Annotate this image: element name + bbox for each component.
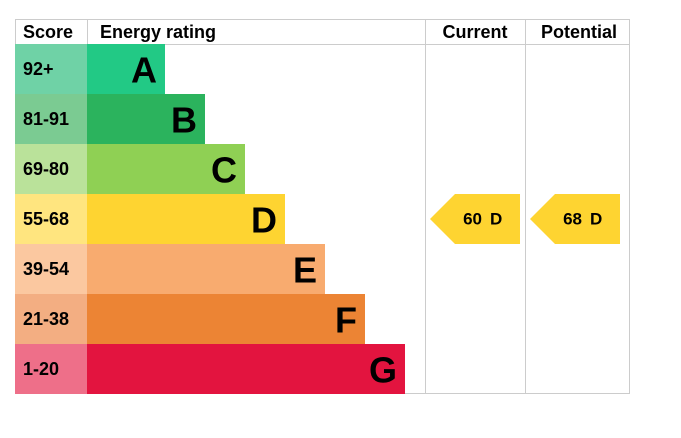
- rating-bar: [87, 344, 405, 394]
- rating-letter: C: [211, 150, 237, 191]
- rating-bar: [87, 194, 285, 244]
- current-arrow: [430, 194, 520, 244]
- score-cell: [15, 194, 87, 244]
- header-energy-rating: Energy rating: [100, 22, 216, 42]
- score-range: 81-91: [23, 109, 69, 129]
- rating-letter: F: [335, 300, 357, 341]
- score-cell: [15, 344, 87, 394]
- header-current: Current: [442, 22, 507, 42]
- rating-bar: [87, 44, 165, 94]
- current-score: 60: [463, 210, 482, 229]
- header-potential: Potential: [541, 22, 617, 42]
- score-cell: [15, 94, 87, 144]
- rating-bar: [87, 294, 365, 344]
- score-range: 21-38: [23, 309, 69, 329]
- score-cell: [15, 294, 87, 344]
- rating-letter: E: [293, 250, 317, 291]
- score-cell: [15, 44, 87, 94]
- score-cell: [15, 244, 87, 294]
- rating-bar: [87, 144, 245, 194]
- score-cell: [15, 144, 87, 194]
- score-range: 39-54: [23, 259, 69, 279]
- potential-arrow: [530, 194, 620, 244]
- rating-bar: [87, 244, 325, 294]
- potential-score: 68: [563, 210, 582, 229]
- rating-letter: G: [369, 350, 397, 391]
- score-range: 92+: [23, 59, 54, 79]
- rating-bar: [87, 94, 205, 144]
- score-range: 1-20: [23, 359, 59, 379]
- rating-letter: B: [171, 100, 197, 141]
- score-range: 69-80: [23, 159, 69, 179]
- rating-letter: A: [131, 50, 157, 91]
- score-range: 55-68: [23, 209, 69, 229]
- current-band: D: [490, 210, 502, 229]
- rating-letter: D: [251, 200, 277, 241]
- potential-band: D: [590, 210, 602, 229]
- header-score: Score: [23, 22, 73, 42]
